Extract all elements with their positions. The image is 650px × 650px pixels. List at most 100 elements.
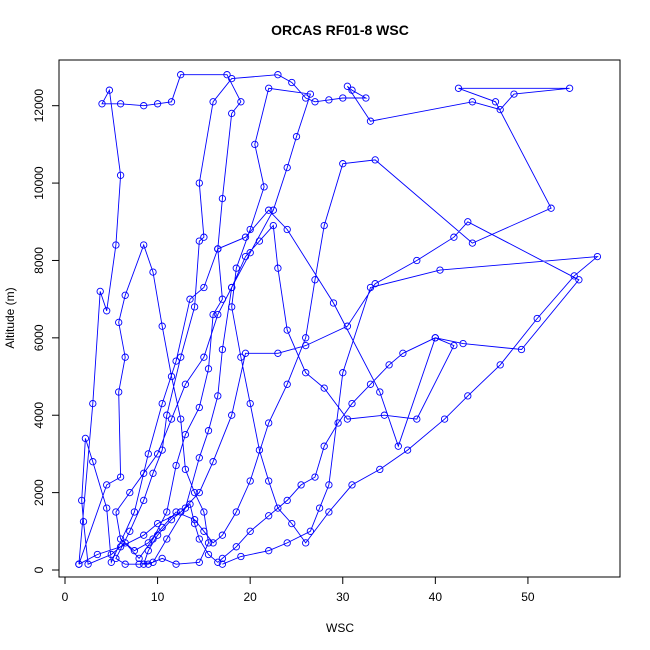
data-point [214, 310, 222, 319]
data-point [371, 280, 379, 288]
data-point [517, 345, 526, 354]
data-point [413, 415, 421, 423]
data-point [246, 527, 254, 535]
data-point [218, 531, 227, 539]
data-point [195, 454, 203, 462]
data-point [214, 558, 222, 566]
data-point [209, 310, 217, 319]
data-point [78, 496, 86, 505]
data-point [343, 322, 352, 330]
data-point [172, 560, 180, 568]
data-point [116, 473, 125, 481]
data-point [158, 523, 166, 532]
data-point [181, 504, 190, 512]
data-point [140, 469, 148, 477]
data-point [255, 446, 264, 454]
data-point [459, 339, 467, 348]
data-point [158, 554, 166, 563]
data-point [200, 283, 208, 292]
data-point [265, 512, 273, 520]
data-point [112, 508, 120, 516]
data-point [81, 434, 90, 443]
data-point [547, 204, 555, 212]
data-point [140, 102, 148, 110]
data-point [436, 266, 444, 274]
data-point [329, 299, 338, 307]
data-point [140, 560, 148, 568]
data-point [491, 98, 500, 106]
data-point [228, 303, 236, 311]
data-point [565, 84, 574, 92]
data-point [265, 419, 273, 427]
data-point [121, 291, 129, 299]
data-point [126, 527, 134, 535]
data-point [116, 535, 125, 543]
data-point [255, 237, 264, 245]
data-point [144, 560, 152, 568]
data-point [144, 450, 152, 458]
data-point [269, 221, 277, 230]
data-point [283, 496, 291, 505]
data-point [292, 132, 301, 141]
data-point [380, 411, 389, 419]
data-point [115, 388, 123, 396]
x-tick-label: 20 [243, 590, 257, 604]
data-point [385, 361, 393, 369]
x-tick-label: 40 [429, 590, 443, 604]
data-point [251, 140, 259, 149]
data-point [190, 516, 199, 524]
data-point [195, 237, 203, 245]
data-point [440, 415, 449, 423]
data-point [204, 550, 213, 559]
data-point [149, 535, 157, 543]
data-point [496, 361, 504, 369]
data-point [130, 508, 139, 516]
data-point [144, 539, 152, 547]
data-point [209, 539, 217, 547]
data-point [167, 372, 176, 381]
data-point [325, 96, 333, 104]
data-point [302, 369, 310, 377]
data-point [149, 469, 157, 477]
data-point [204, 365, 213, 373]
data-point [195, 403, 203, 412]
data-point [241, 252, 250, 261]
data-point [177, 71, 185, 79]
data-point [195, 179, 203, 187]
data-point [265, 477, 273, 485]
data-point [348, 481, 356, 489]
data-point [265, 84, 273, 92]
data-point [450, 341, 458, 350]
data-point [204, 427, 213, 435]
y-tick-label: 12000 [32, 89, 46, 123]
data-point [214, 245, 222, 253]
data-point [246, 399, 254, 408]
data-point [283, 539, 291, 547]
data-point [454, 84, 463, 92]
data-point [320, 221, 328, 230]
data-point [464, 218, 472, 226]
data-point [306, 527, 315, 535]
data-point [121, 560, 129, 568]
data-point [228, 283, 236, 292]
data-point [274, 71, 282, 79]
data-point [339, 94, 347, 102]
data-point [232, 264, 240, 272]
data-point [172, 508, 180, 516]
data-point [153, 450, 162, 458]
data-point [274, 504, 282, 512]
data-point [214, 392, 222, 400]
data-point [232, 543, 240, 551]
data-point [228, 109, 236, 118]
data-point [105, 86, 114, 94]
data-point [167, 516, 176, 524]
data-point [510, 90, 518, 98]
data-point [366, 283, 375, 292]
data-point [394, 442, 402, 450]
data-point [149, 558, 157, 566]
data-point [343, 415, 352, 423]
data-point [246, 477, 254, 485]
data-point [195, 488, 203, 497]
data-point [195, 535, 203, 543]
data-point [311, 98, 319, 106]
